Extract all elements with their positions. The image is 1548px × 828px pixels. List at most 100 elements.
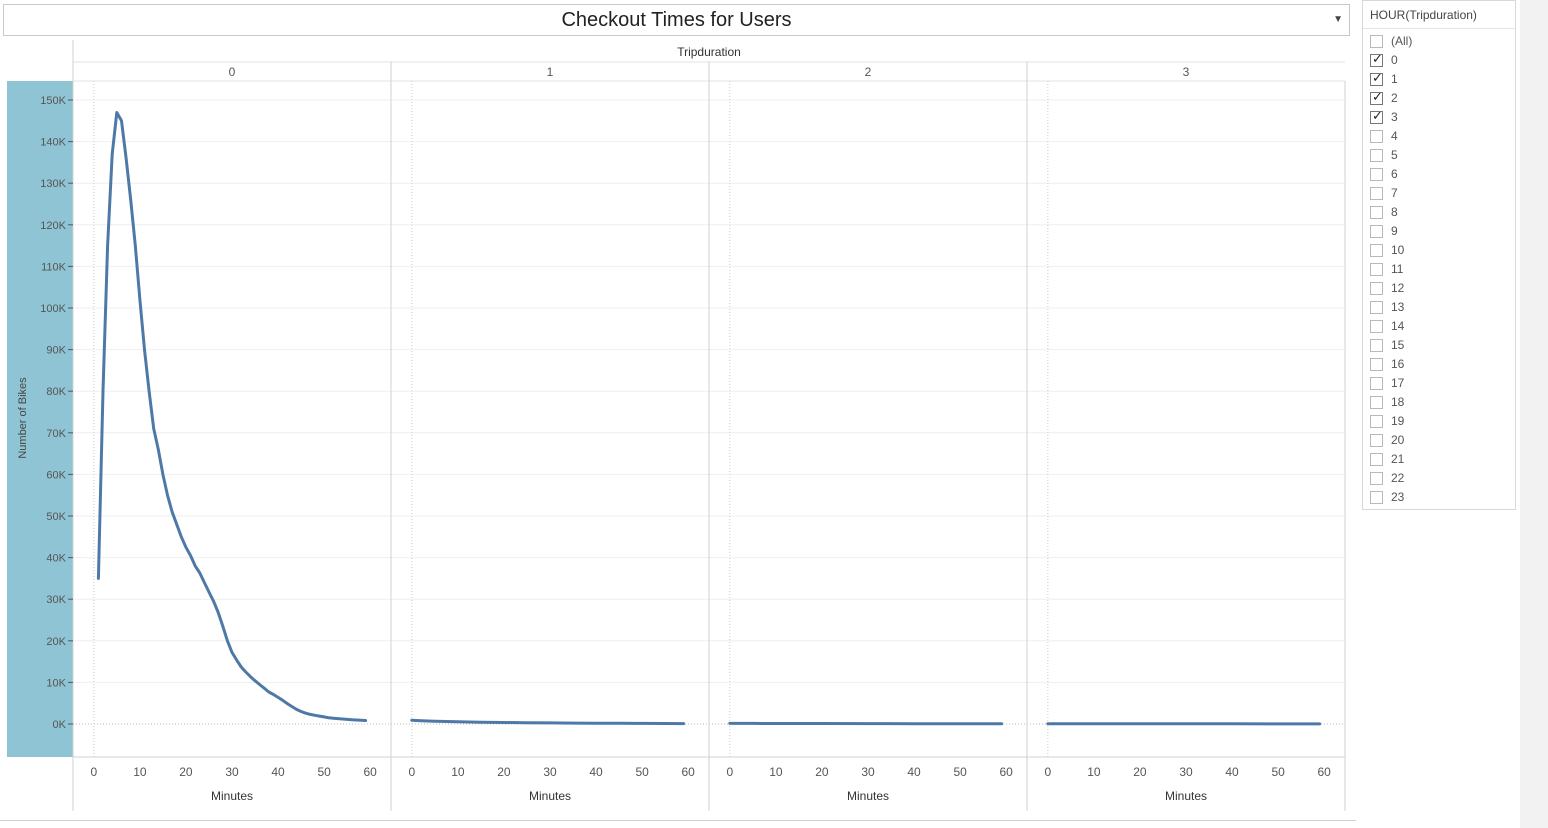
x-axis-label: Minutes <box>847 789 889 803</box>
filter-item-16[interactable]: 16 <box>1370 356 1510 375</box>
filter-item-all[interactable]: (All) <box>1370 33 1510 52</box>
filter-item-9[interactable]: 9 <box>1370 223 1510 242</box>
checkbox[interactable] <box>1370 396 1383 409</box>
x-tick-label: 20 <box>1133 765 1147 779</box>
y-tick-label: 140K <box>40 137 66 149</box>
filter-item-label: 21 <box>1391 452 1405 466</box>
checkbox[interactable] <box>1370 109 1383 124</box>
checkbox[interactable] <box>1370 301 1383 314</box>
filter-item-label: 14 <box>1391 319 1405 333</box>
x-tick-label: 60 <box>1000 765 1014 779</box>
x-tick-label: 30 <box>543 765 557 779</box>
x-tick-label: 50 <box>317 765 331 779</box>
filter-item-15[interactable]: 15 <box>1370 337 1510 356</box>
x-tick-label: 50 <box>1271 765 1285 779</box>
filter-item-label: 13 <box>1391 300 1405 314</box>
filter-item-label: 10 <box>1391 243 1405 257</box>
panel-header-2: 2 <box>865 65 872 79</box>
filter-item-22[interactable]: 22 <box>1370 470 1510 489</box>
filter-item-8[interactable]: 8 <box>1370 204 1510 223</box>
filter-item-18[interactable]: 18 <box>1370 394 1510 413</box>
filter-item-3[interactable]: 3 <box>1370 109 1510 128</box>
checkbox[interactable] <box>1370 244 1383 257</box>
checkbox[interactable] <box>1370 282 1383 295</box>
checkbox[interactable] <box>1370 187 1383 200</box>
filter-item-6[interactable]: 6 <box>1370 166 1510 185</box>
checkbox[interactable] <box>1370 263 1383 276</box>
checkbox[interactable] <box>1370 377 1383 390</box>
y-axis-band <box>7 81 73 757</box>
checkbox[interactable] <box>1370 130 1383 143</box>
filter-item-5[interactable]: 5 <box>1370 147 1510 166</box>
chart-title: Checkout Times for Users <box>561 9 792 31</box>
x-tick-label: 60 <box>364 765 378 779</box>
filter-item-10[interactable]: 10 <box>1370 242 1510 261</box>
x-tick-label: 20 <box>179 765 193 779</box>
checkbox[interactable] <box>1370 415 1383 428</box>
checkbox[interactable] <box>1370 206 1383 219</box>
checkbox[interactable] <box>1370 320 1383 333</box>
line-chart: Number of Bikes Tripduration 0K 10K 20K 30K 40… <box>7 40 1346 811</box>
filter-item-21[interactable]: 21 <box>1370 451 1510 470</box>
checkbox[interactable] <box>1370 339 1383 352</box>
filter-item-label: 6 <box>1391 167 1398 181</box>
scroll-gutter <box>1520 0 1548 828</box>
y-tick-label: 40K <box>46 553 66 565</box>
checkbox[interactable] <box>1370 71 1383 86</box>
checkbox[interactable] <box>1370 35 1383 48</box>
filter-item-label: 22 <box>1391 471 1405 485</box>
filter-item-11[interactable]: 11 <box>1370 261 1510 280</box>
filter-item-1[interactable]: 1 <box>1370 71 1510 90</box>
x-tick-label: 0 <box>726 765 733 779</box>
filter-item-4[interactable]: 4 <box>1370 128 1510 147</box>
filter-title: HOUR(Tripduration) <box>1370 8 1477 22</box>
x-tick-label: 30 <box>1179 765 1193 779</box>
y-tick-label: 10K <box>46 677 66 689</box>
series-line-1 <box>410 718 686 726</box>
chevron-down-icon[interactable]: ▼ <box>1333 14 1343 25</box>
filter-item-7[interactable]: 7 <box>1370 185 1510 204</box>
checkbox[interactable] <box>1370 434 1383 447</box>
checkbox[interactable] <box>1370 90 1383 105</box>
x-tick-label: 40 <box>589 765 603 779</box>
checkbox[interactable] <box>1370 472 1383 485</box>
checkbox[interactable] <box>1370 52 1383 67</box>
checkbox[interactable] <box>1370 358 1383 371</box>
filter-item-0[interactable]: 0 <box>1370 52 1510 71</box>
x-tick-label: 20 <box>815 765 829 779</box>
filter-item-2[interactable]: 2 <box>1370 90 1510 109</box>
x-axis-label: Minutes <box>211 789 253 803</box>
checkbox[interactable] <box>1370 453 1383 466</box>
y-tick-label: 70K <box>46 428 66 440</box>
filter-item-13[interactable]: 13 <box>1370 299 1510 318</box>
panel-header-0: 0 <box>229 65 236 79</box>
x-tick-label: 40 <box>271 765 285 779</box>
x-tick-label: 0 <box>1044 765 1051 779</box>
filter-item-12[interactable]: 12 <box>1370 280 1510 299</box>
x-tick-label: 10 <box>769 765 783 779</box>
title-dropdown[interactable]: Checkout Times for Users ▼ <box>3 4 1350 36</box>
filter-item-14[interactable]: 14 <box>1370 318 1510 337</box>
checkbox[interactable] <box>1370 168 1383 181</box>
filter-item-23[interactable]: 23 <box>1370 489 1510 508</box>
y-tick-label: 80K <box>46 386 66 398</box>
y-tick-label: 60K <box>46 469 66 481</box>
filter-item-label: 7 <box>1391 186 1398 200</box>
y-tick-label: 110K <box>41 261 67 273</box>
filter-item-19[interactable]: 19 <box>1370 413 1510 432</box>
filter-item-label: 18 <box>1391 395 1405 409</box>
x-tick-label: 10 <box>133 765 147 779</box>
x-tick-label: 60 <box>682 765 696 779</box>
panel-header-3: 3 <box>1183 65 1190 79</box>
filter-item-label: 2 <box>1391 91 1398 105</box>
checkbox[interactable] <box>1370 149 1383 162</box>
filter-item-17[interactable]: 17 <box>1370 375 1510 394</box>
checkbox[interactable] <box>1370 225 1383 238</box>
filter-item-label: 1 <box>1391 72 1398 86</box>
checkbox[interactable] <box>1370 491 1383 504</box>
filter-item-label: 5 <box>1391 148 1398 162</box>
y-axis-label: Number of Bikes <box>17 377 29 459</box>
filter-item-20[interactable]: 20 <box>1370 432 1510 451</box>
filter-item-label: 8 <box>1391 205 1398 219</box>
filter-item-label: 4 <box>1391 129 1398 143</box>
